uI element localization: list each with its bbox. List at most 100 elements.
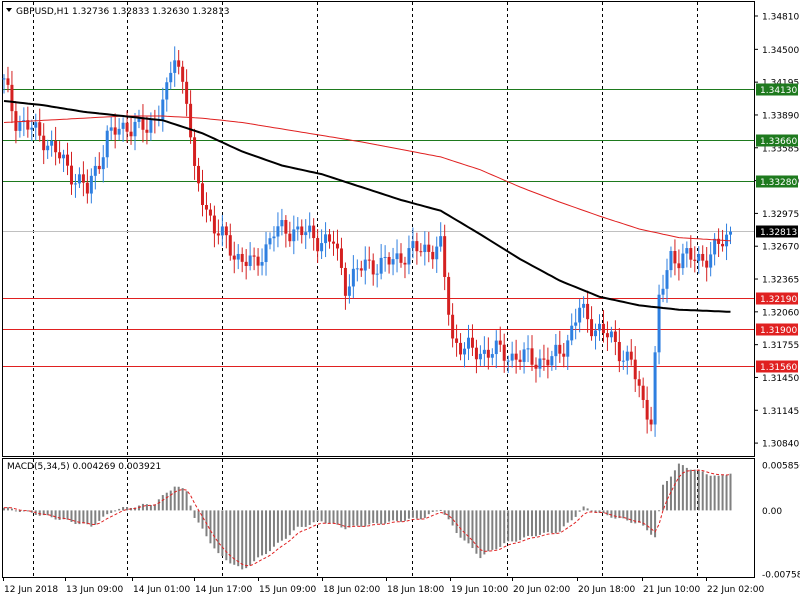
macd-bar [443, 510, 446, 515]
macd-bar [6, 507, 9, 511]
level-label: 1.32190 [760, 295, 797, 305]
candle-bull [423, 244, 427, 253]
macd-bar [54, 510, 57, 520]
candle-bull [594, 330, 598, 337]
candle-bear [486, 349, 490, 358]
candle-bear [197, 165, 201, 184]
macd-bar [221, 510, 224, 557]
macd-bar [261, 510, 264, 556]
candle-bear [81, 174, 85, 183]
candle-bear [613, 331, 617, 342]
candle-bull [89, 175, 93, 194]
macd-bar [149, 505, 152, 511]
candle-bear [470, 337, 474, 348]
candle-bull [411, 241, 415, 249]
candle-bull [304, 232, 308, 236]
level-label-bg [756, 360, 798, 373]
candle-bull [653, 352, 657, 425]
candle-bear [189, 103, 193, 138]
candle-bull [625, 351, 629, 361]
level-label: 1.33660 [760, 137, 797, 147]
candle-bull [395, 253, 399, 260]
candle-bull [697, 253, 701, 261]
level-label-bg [756, 83, 798, 96]
macd-bar [90, 510, 93, 527]
candle-bear [129, 131, 133, 137]
collapse-triangle-icon[interactable] [6, 8, 12, 12]
macd-bar [582, 506, 585, 511]
time-tick-label: 19 Jun 10:00 [451, 585, 508, 595]
macd-bar [296, 510, 299, 527]
candle-bear [54, 140, 58, 153]
macd-bar [427, 510, 430, 515]
macd-bar [574, 510, 577, 517]
macd-bar [495, 510, 498, 550]
macd-bar [161, 495, 164, 511]
time-tick-label: 13 Jun 09:00 [66, 585, 123, 595]
macd-bar [598, 510, 601, 513]
macd-bar [312, 510, 315, 523]
candle-bull [347, 286, 351, 296]
candle-bear [586, 303, 590, 320]
candle-bull [324, 234, 328, 244]
candle-bear [204, 205, 208, 210]
candle-bear [10, 84, 14, 112]
macd-bar [654, 510, 657, 538]
price-tick-label: 1.32670 [762, 243, 799, 253]
macd-bar [677, 463, 680, 511]
macd-bar [606, 510, 609, 516]
macd-bar [685, 467, 688, 511]
macd-bar [197, 510, 200, 523]
macd-bar [566, 510, 569, 523]
macd-bar [439, 509, 442, 511]
macd-bar [276, 510, 279, 543]
candle-bear [605, 333, 609, 338]
level-label: 1.31900 [760, 326, 797, 336]
price-tick-label: 1.32975 [762, 210, 799, 220]
candle-bull [30, 127, 34, 130]
candle-bear [6, 78, 10, 85]
candle-bear [601, 323, 605, 334]
macd-bar [384, 510, 387, 524]
candle-bull [173, 60, 177, 73]
candle-bear [141, 117, 145, 130]
candle-bear [649, 419, 653, 425]
candle-bull [582, 303, 586, 308]
macd-bar [729, 473, 732, 511]
vertical-grid [33, 2, 698, 577]
candle-bear [403, 262, 407, 265]
candle-bear [316, 238, 320, 252]
candle-bull [264, 244, 268, 263]
candle-bull [574, 322, 578, 326]
macd-bar [646, 510, 649, 531]
macd-bar [467, 510, 470, 544]
candle-bull [375, 273, 379, 275]
candle-bull [93, 165, 97, 176]
macd-bar [233, 510, 236, 565]
macd-signal-line [3, 469, 731, 567]
macd-bar [106, 510, 109, 515]
level-label-bg [756, 134, 798, 147]
candle-bear [185, 81, 189, 104]
candle-bear [415, 241, 419, 252]
macd-bar [483, 510, 486, 555]
candle-bear [721, 243, 725, 247]
time-tick-label: 20 Jun 02:00 [513, 585, 570, 595]
macd-bar [673, 470, 676, 511]
macd-bar [268, 510, 271, 552]
macd-bar [400, 510, 402, 522]
candle-bull [482, 349, 486, 354]
candle-bull [657, 294, 661, 353]
macd-bar [515, 510, 518, 542]
candle-bull [165, 82, 169, 100]
candle-bear [216, 233, 220, 236]
candle-bull [578, 307, 582, 323]
macd-bar [479, 510, 482, 559]
macd-bar [360, 510, 363, 527]
candle-bull [522, 349, 526, 362]
candle-bull [161, 99, 165, 120]
candle-bull [169, 72, 173, 83]
macd-bar [499, 510, 502, 547]
macd-bar [173, 486, 176, 511]
